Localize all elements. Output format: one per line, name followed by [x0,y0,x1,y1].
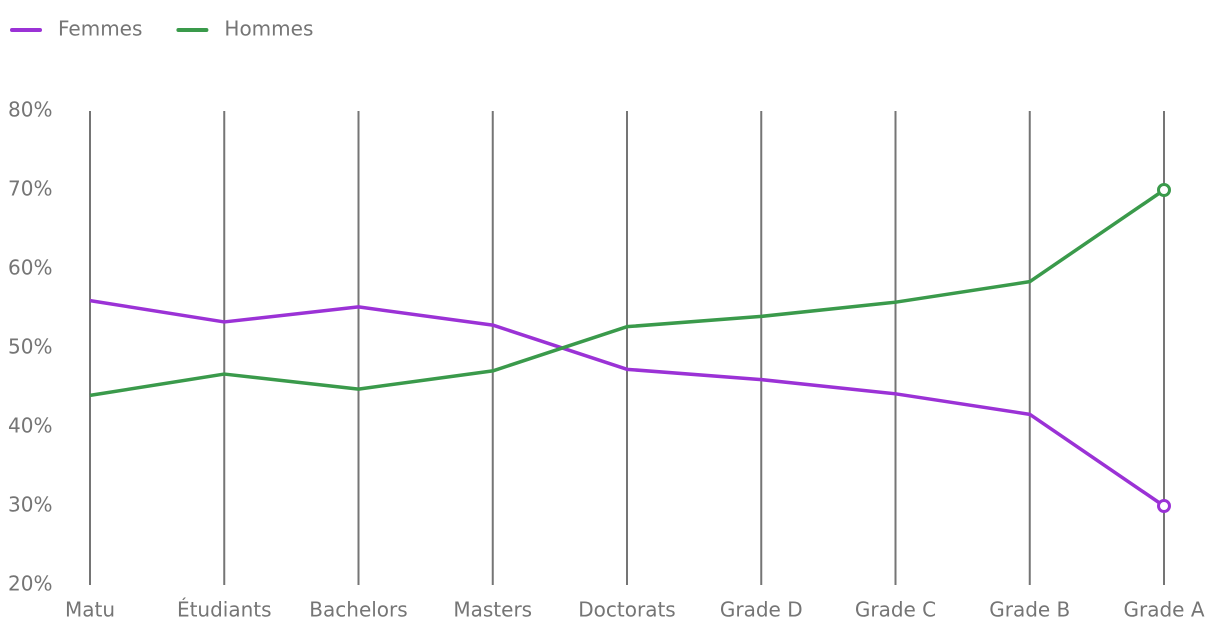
x-tick-label: Masters [453,598,532,622]
x-tick-label: Bachelors [309,598,407,622]
y-tick-label: 70% [8,177,52,201]
series-line [89,188,1165,398]
end-marker [1157,499,1171,513]
y-tick-label: 20% [8,572,52,596]
x-tick-label: Matu [65,598,115,622]
x-tick-label: Grade B [989,598,1070,622]
y-tick-label: 30% [8,493,52,517]
x-tick-label: Étudiants [177,598,272,622]
y-tick-label: 60% [8,256,52,280]
x-tick-label: Doctorats [578,598,675,622]
y-tick-label: 50% [8,335,52,359]
x-tick-label: Grade A [1123,598,1204,622]
series-line [89,298,1165,508]
end-marker [1157,183,1171,197]
legend-label: Femmes [58,17,142,41]
legend-label: Hommes [224,17,313,41]
x-tick-label: Grade C [855,598,936,622]
y-tick-label: 40% [8,414,52,438]
y-tick-label: 80% [8,98,52,122]
x-tick-label: Grade D [720,598,803,622]
